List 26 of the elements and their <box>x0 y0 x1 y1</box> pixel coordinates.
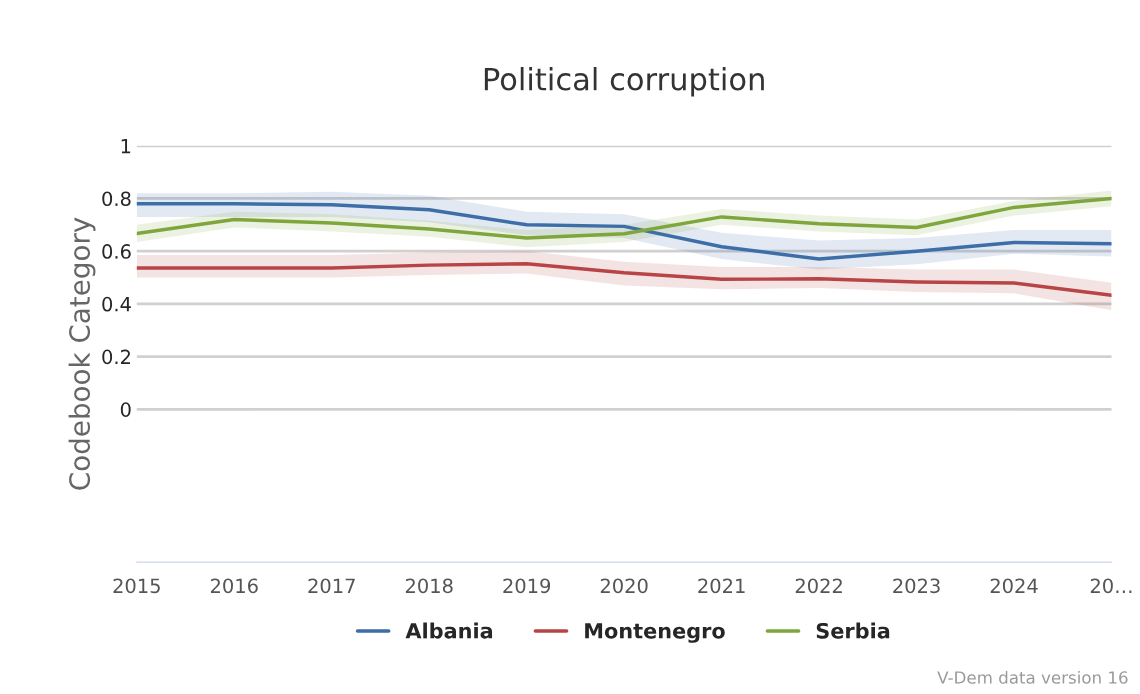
legend-label: Serbia <box>816 622 890 639</box>
legend-label: Albania <box>405 622 493 639</box>
y-axis-title: Codebook Category <box>68 217 96 490</box>
x-tick-label: 2023 <box>893 578 940 594</box>
y-tick-label: 0.4 <box>102 296 131 312</box>
x-tick-label: 2018 <box>405 578 453 594</box>
x-tick-label: 2019 <box>503 578 551 594</box>
chart-title: Political corruption <box>484 66 764 97</box>
x-tick-label: 2024 <box>990 578 1038 594</box>
x-tick-label: 20… <box>1090 578 1132 594</box>
y-tick-label: 0 <box>120 402 131 417</box>
y-tick-label: 0.6 <box>102 244 131 259</box>
x-tick-label: 2015 <box>113 578 160 594</box>
y-tick-label: 1 <box>121 138 131 154</box>
line-series <box>136 201 1112 261</box>
line-series <box>136 262 1112 297</box>
legend-label: Montenegro <box>585 623 725 643</box>
x-tick-label: 2021 <box>698 578 745 594</box>
text: V-Dem data version 16 <box>937 670 1128 684</box>
x-tick-label: 2020 <box>600 578 648 594</box>
x-tick-label: 2017 <box>308 578 355 594</box>
y-tick-label: 0.2 <box>102 349 130 365</box>
x-tick-label: 2022 <box>795 578 842 594</box>
y-tick-label: 0.8 <box>102 191 131 207</box>
x-tick-label: 2016 <box>210 578 258 594</box>
line-series <box>136 196 1112 240</box>
